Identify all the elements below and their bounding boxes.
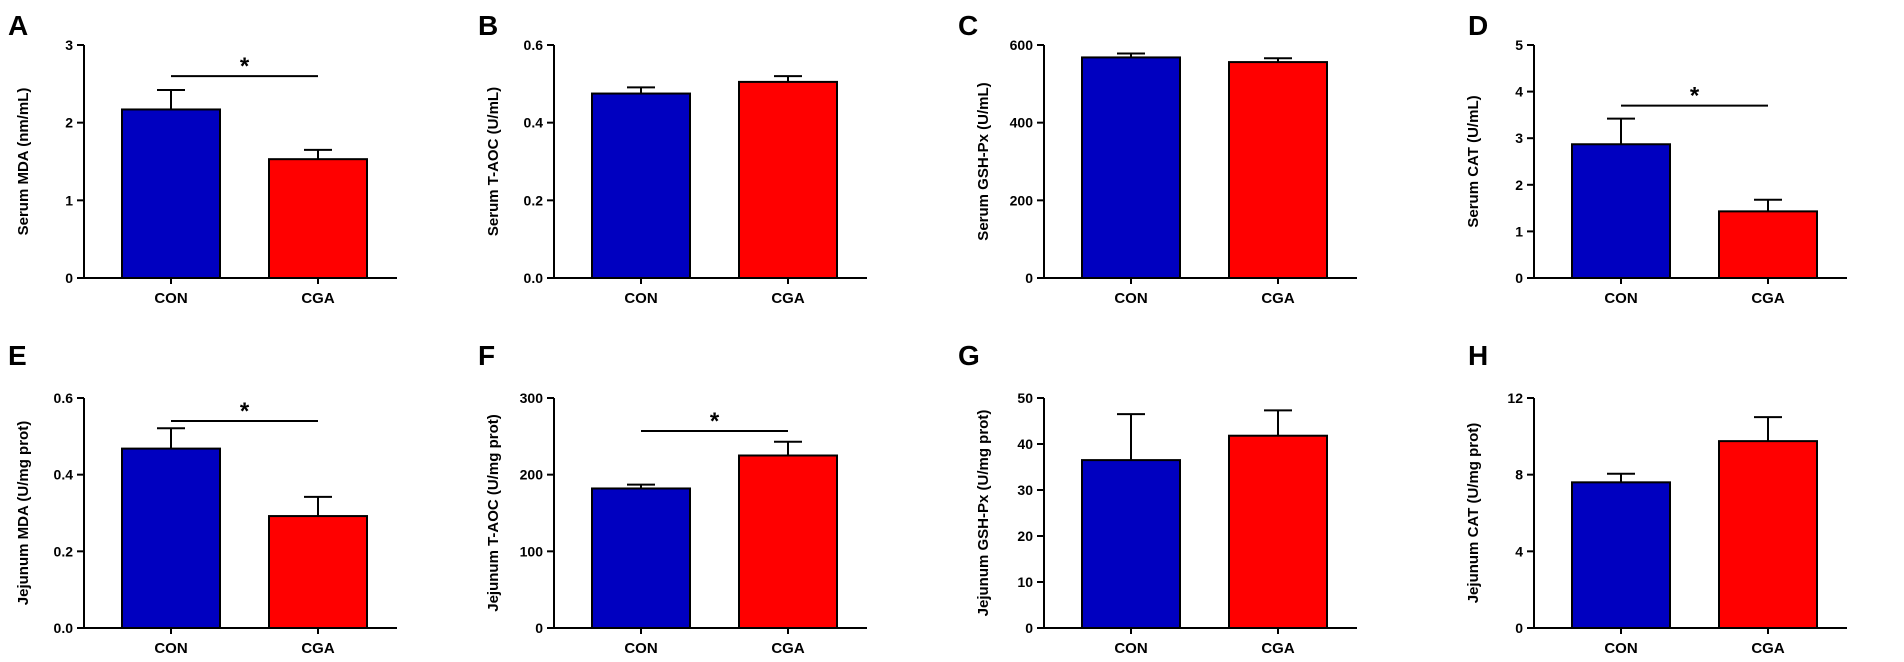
y-tick-label: 3 xyxy=(65,37,73,53)
chart-panel-a: A Serum MDA (nm/mL) CON CGA 0 1 2 3 * xyxy=(8,10,397,307)
panel-letter: B xyxy=(478,10,498,41)
y-tick-label: 600 xyxy=(1010,37,1034,53)
y-tick-label: 0.0 xyxy=(524,270,544,286)
panel-letter: A xyxy=(8,10,28,41)
bar-cga xyxy=(738,80,838,280)
bar-cga xyxy=(1228,434,1328,629)
x-tick-label: CGA xyxy=(1751,290,1785,307)
y-tick-label: 1 xyxy=(65,192,73,208)
y-tick-label: 4 xyxy=(1515,84,1523,100)
y-tick-label: 8 xyxy=(1515,467,1523,483)
y-axis-label: Serum MDA (nm/mL) xyxy=(15,88,32,236)
bar-con xyxy=(1571,143,1671,279)
bar-con xyxy=(591,487,691,630)
y-tick-label: 100 xyxy=(520,543,544,559)
bar-cga xyxy=(268,158,368,279)
panel-letter: F xyxy=(478,340,495,371)
bar-con xyxy=(121,447,221,629)
y-axis-label: Jejunum GSH-Px (U/mg prot) xyxy=(975,410,992,617)
y-axis-label: Jejunum CAT (U/mg prot) xyxy=(1465,423,1482,604)
y-tick-label: 2 xyxy=(65,115,73,131)
chart-panel-g: G Jejunum GSH-Px (U/mg prot) CON CGA 0 10 20 30… xyxy=(958,340,1357,657)
bar-con xyxy=(1081,56,1181,279)
chart-panel-d: D Serum CAT (U/mL) CON CGA 0 1 2 3 4 5 * xyxy=(1465,10,1847,307)
panel-letter: E xyxy=(8,340,27,371)
y-tick-label: 0.2 xyxy=(54,543,74,559)
x-tick-label: CGA xyxy=(771,290,805,307)
y-tick-label: 200 xyxy=(520,467,544,483)
x-tick-label: CON xyxy=(624,290,657,307)
x-tick-label: CON xyxy=(154,640,187,657)
y-tick-label: 0 xyxy=(65,270,73,286)
chart-panel-h: H Jejunum CAT (U/mg prot) CON CGA 0 4 8 12 xyxy=(1465,340,1847,657)
bar-cga xyxy=(738,454,838,629)
x-tick-label: CON xyxy=(1604,640,1637,657)
y-tick-label: 3 xyxy=(1515,130,1523,146)
y-axis-label: Serum T-AOC (U/mL) xyxy=(485,87,502,236)
x-tick-label: CGA xyxy=(1261,640,1295,657)
x-tick-label: CGA xyxy=(301,290,335,307)
panel-letter: H xyxy=(1468,340,1488,371)
y-tick-label: 0.4 xyxy=(524,115,544,131)
x-tick-label: CON xyxy=(1114,640,1147,657)
y-axis-label: Serum GSH-Px (U/mL) xyxy=(975,82,992,240)
x-tick-label: CGA xyxy=(301,640,335,657)
y-tick-label: 0 xyxy=(1515,620,1523,636)
chart-panel-e: E Jejunum MDA (U/mg prot) CON CGA 0.0 0.2 0.4 0… xyxy=(8,340,397,657)
y-tick-label: 0 xyxy=(1515,270,1523,286)
panel-letter: G xyxy=(958,340,980,371)
y-tick-label: 1 xyxy=(1515,223,1523,239)
x-tick-label: CGA xyxy=(771,640,805,657)
bar-con xyxy=(1571,481,1671,630)
y-tick-label: 30 xyxy=(1017,482,1033,498)
y-tick-label: 50 xyxy=(1017,390,1033,406)
bar-con xyxy=(591,92,691,279)
bar-con xyxy=(121,108,221,279)
y-tick-label: 40 xyxy=(1017,436,1033,452)
x-tick-label: CGA xyxy=(1261,290,1295,307)
y-tick-label: 20 xyxy=(1017,528,1033,544)
y-tick-label: 0 xyxy=(1025,620,1033,636)
y-axis-label: Jejunum MDA (U/mg prot) xyxy=(15,421,32,605)
bar-cga xyxy=(1718,440,1818,629)
y-tick-label: 0.2 xyxy=(524,192,544,208)
y-tick-label: 0.4 xyxy=(54,467,74,483)
y-tick-label: 2 xyxy=(1515,177,1523,193)
y-tick-label: 200 xyxy=(1010,192,1034,208)
significance-star: * xyxy=(240,398,250,425)
bar-con xyxy=(1081,459,1181,629)
y-axis-label: Jejunum T-AOC (U/mg prot) xyxy=(485,414,502,612)
y-tick-label: 300 xyxy=(520,390,544,406)
panel-letter: C xyxy=(958,10,978,41)
y-axis-label: Serum CAT (U/mL) xyxy=(1465,95,1482,227)
x-tick-label: CON xyxy=(154,290,187,307)
bar-cga xyxy=(1718,210,1818,279)
y-tick-label: 4 xyxy=(1515,543,1523,559)
chart-panel-c: C Serum GSH-Px (U/mL) CON CGA 0 200 400 600 xyxy=(958,10,1357,307)
y-tick-label: 0 xyxy=(1025,270,1033,286)
significance-star: * xyxy=(1690,83,1700,110)
y-tick-label: 5 xyxy=(1515,37,1523,53)
panel-letter: D xyxy=(1468,10,1488,41)
x-tick-label: CGA xyxy=(1751,640,1785,657)
y-tick-label: 0.6 xyxy=(524,37,544,53)
significance-star: * xyxy=(240,53,250,80)
bar-cga xyxy=(268,515,368,629)
y-tick-label: 400 xyxy=(1010,115,1034,131)
y-tick-label: 0.0 xyxy=(54,620,74,636)
significance-star: * xyxy=(710,408,720,435)
x-tick-label: CON xyxy=(624,640,657,657)
chart-panel-f: F Jejunum T-AOC (U/mg prot) CON CGA 0 100 200 3… xyxy=(478,340,867,657)
chart-panel-b: B Serum T-AOC (U/mL) CON CGA 0.0 0.2 0.4 0.6 xyxy=(478,10,867,307)
y-tick-label: 10 xyxy=(1017,574,1033,590)
y-tick-label: 0.6 xyxy=(54,390,74,406)
y-tick-label: 12 xyxy=(1507,390,1523,406)
x-tick-label: CON xyxy=(1604,290,1637,307)
y-tick-label: 0 xyxy=(535,620,543,636)
x-tick-label: CON xyxy=(1114,290,1147,307)
bar-cga xyxy=(1228,61,1328,279)
